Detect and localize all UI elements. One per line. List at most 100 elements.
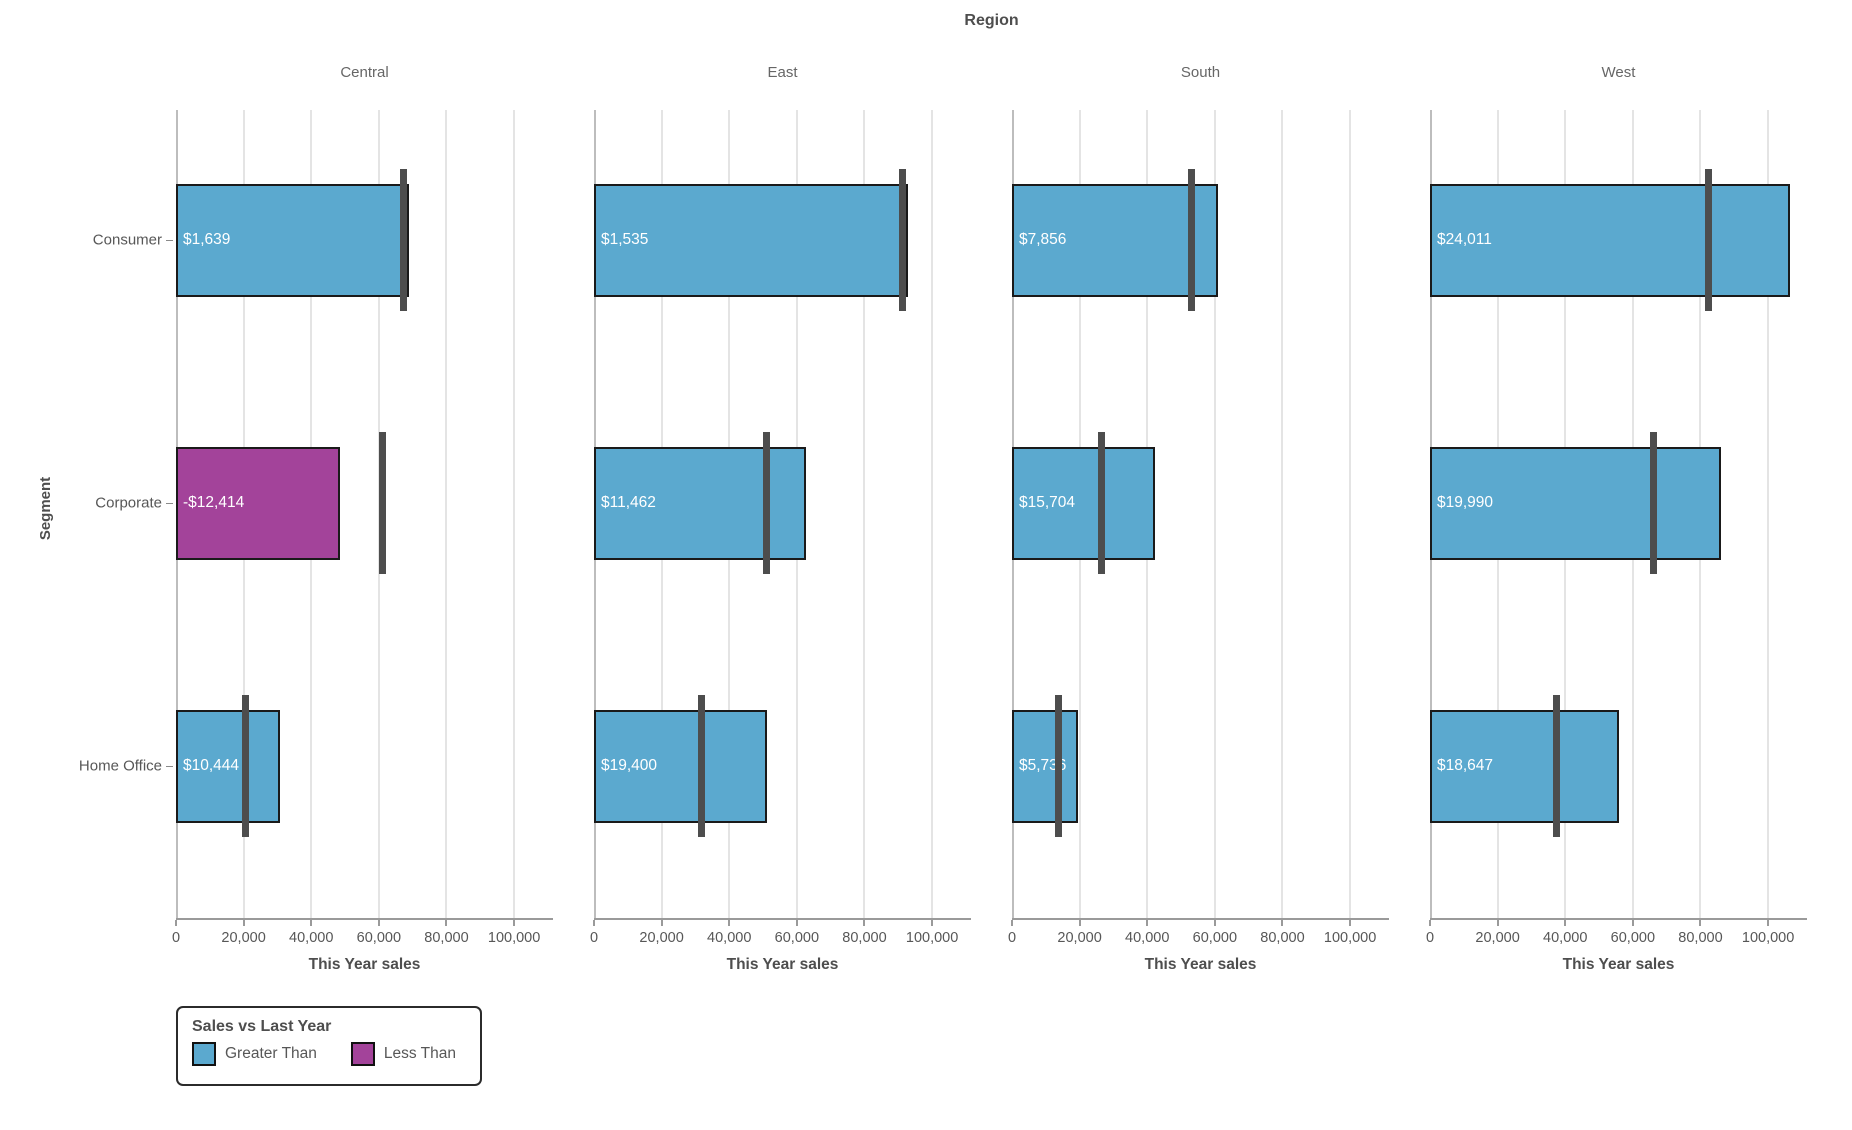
bar-central-consumer[interactable] [176, 183, 409, 297]
bar-south-consumer[interactable] [1012, 183, 1218, 297]
x-axis-tick-label: 100,000 [1741, 930, 1795, 946]
x-axis-tick [660, 920, 663, 926]
bar-south-corporate[interactable] [1012, 446, 1155, 560]
x-axis-tick-label: 20,000 [639, 930, 684, 946]
x-axis-line [1012, 918, 1389, 920]
gridline [1281, 110, 1284, 918]
reference-line-west-consumer [1705, 169, 1713, 311]
legend-item-label: Greater Than [225, 1045, 317, 1062]
x-axis-tick-label: 60,000 [1610, 930, 1656, 946]
panel-west: $24,011 $19,990 $18,647 [1430, 110, 1807, 918]
x-axis-tick [1429, 920, 1431, 926]
x-axis-tick-label: 0 [1425, 930, 1435, 946]
bar-value-label: $5,736 [1019, 757, 1067, 774]
x-axis-tick [795, 920, 798, 926]
x-axis-tick [863, 920, 866, 926]
gridline [1349, 110, 1352, 918]
x-axis-line [176, 918, 553, 920]
facet-title-central: Central [340, 64, 389, 81]
gridline [931, 110, 934, 918]
less-than-swatch-icon [350, 1042, 375, 1066]
reference-line-central-consumer [399, 169, 407, 311]
bar-west-home-office[interactable] [1430, 709, 1620, 823]
x-axis-line [1430, 918, 1807, 920]
x-axis-tick [728, 920, 731, 926]
x-axis-tick-label: 20,000 [1057, 930, 1102, 946]
gridline [1213, 110, 1216, 918]
x-axis-tick [931, 920, 934, 926]
x-axis-tick-label: 0 [1007, 930, 1017, 946]
y-axis-title: Segment [37, 476, 55, 541]
x-axis-tick [593, 920, 595, 926]
x-axis-tick-label: 20,000 [1475, 930, 1520, 946]
x-axis-tick [1631, 920, 1634, 926]
bar-south-home-office[interactable] [1012, 709, 1079, 823]
bar-east-home-office[interactable] [594, 709, 768, 823]
bar-central-home-office[interactable] [176, 709, 281, 823]
x-axis-tick [310, 920, 313, 926]
row-tick [166, 765, 173, 767]
bar-value-label: $11,462 [601, 494, 656, 511]
bar-west-corporate[interactable] [1430, 446, 1721, 560]
reference-line-west-corporate [1649, 432, 1657, 574]
x-axis-tick-label: 80,000 [1678, 930, 1723, 946]
row-tick [166, 239, 173, 241]
x-axis-tick [377, 920, 380, 926]
x-axis-tick [175, 920, 177, 926]
row-label-consumer: Consumer [92, 231, 162, 249]
x-axis-tick-label: 100,000 [487, 930, 541, 946]
x-axis-tick-label: 100,000 [905, 930, 959, 946]
x-axis-tick-label: 40,000 [707, 930, 752, 946]
x-axis-tick [1767, 920, 1770, 926]
x-axis-central: 0 20,000 40,000 60,000 80,000 100,000 This Yea… [172, 918, 553, 978]
bar-value-label: $19,990 [1437, 494, 1494, 511]
x-axis-tick [1496, 920, 1499, 926]
bar-west-consumer[interactable] [1430, 183, 1790, 297]
x-axis-tick-label: 60,000 [356, 930, 402, 946]
x-axis-tick [1078, 920, 1081, 926]
x-axis-title: This Year sales [1562, 956, 1675, 973]
legend-item-greater-than[interactable]: Greater Than [192, 1042, 317, 1066]
bar-value-label: $7,856 [1019, 231, 1067, 248]
x-axis-south: 0 20,000 40,000 60,000 80,000 100,000 This Yea… [1008, 918, 1389, 978]
x-axis-tick-label: 0 [171, 930, 181, 946]
bar-value-label: $1,535 [601, 231, 649, 248]
gridline [445, 110, 448, 918]
row-tick [166, 502, 173, 504]
x-axis-title: This Year sales [308, 956, 421, 973]
x-axis-tick [242, 920, 245, 926]
x-axis-tick [1146, 920, 1149, 926]
row-label-corporate: Corporate [95, 494, 162, 512]
x-axis-east: 0 20,000 40,000 60,000 80,000 100,000 This Yea… [590, 918, 971, 978]
legend-title: Sales vs Last Year [192, 1018, 332, 1035]
reference-line-central-home-office [241, 695, 249, 837]
bar-east-consumer[interactable] [594, 183, 909, 297]
legend-item-less-than[interactable]: Less Than [350, 1042, 457, 1066]
x-axis-tick-label: 0 [589, 930, 599, 946]
x-axis-tick [1281, 920, 1284, 926]
x-axis-tick-label: 80,000 [1260, 930, 1305, 946]
x-axis-tick-label: 20,000 [221, 930, 266, 946]
legend-item-label: Less Than [383, 1045, 457, 1062]
reference-line-central-corporate [378, 432, 386, 574]
x-axis-tick [445, 920, 448, 926]
bar-value-label: $10,444 [183, 757, 240, 774]
x-axis-tick [1699, 920, 1702, 926]
reference-line-south-home-office [1055, 695, 1063, 837]
panel-central: $1,639 -$12,414 $10,444 [176, 110, 553, 918]
x-axis-title: This Year sales [726, 956, 839, 973]
x-axis-tick-label: 40,000 [1125, 930, 1170, 946]
bar-value-label: $1,639 [183, 231, 231, 248]
x-axis-tick-label: 80,000 [424, 930, 469, 946]
legend-items: Greater Than Less Than [192, 1042, 480, 1066]
row-label-home-office: Home Office [78, 757, 162, 775]
x-axis-tick-label: 60,000 [1192, 930, 1238, 946]
panel-east: $1,535 $11,462 $19,400 [594, 110, 971, 918]
bar-central-corporate[interactable] [176, 446, 341, 560]
x-axis-tick-label: 40,000 [1543, 930, 1588, 946]
facet-title-west: West [1601, 64, 1636, 81]
x-axis-tick-label: 100,000 [1323, 930, 1377, 946]
bar-value-label: $15,704 [1019, 494, 1076, 511]
gridline [1767, 110, 1770, 918]
